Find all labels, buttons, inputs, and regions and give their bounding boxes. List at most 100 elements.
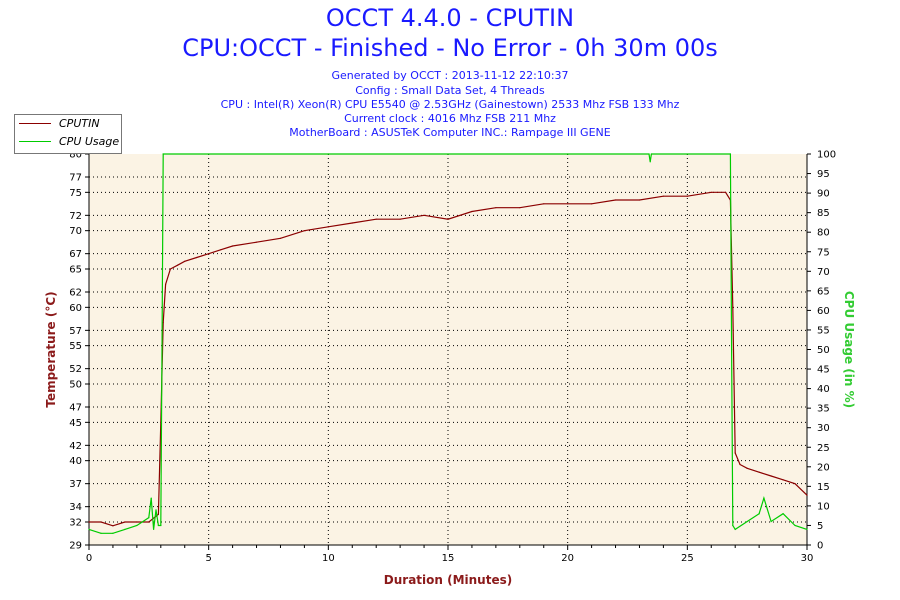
chart-title: OCCT 4.4.0 - CPUTIN: [325, 4, 575, 32]
data-point-cputin: [399, 218, 401, 220]
y-left-tick-label: 57: [69, 326, 82, 337]
data-point-cputin: [567, 203, 569, 205]
data-point-cputin: [591, 203, 593, 205]
x-tick-label: 10: [322, 553, 335, 564]
y-right-tick-label: 25: [817, 443, 830, 454]
data-point-cputin: [758, 471, 760, 473]
data-point-cputin: [136, 521, 138, 523]
data-point-cpu-usage: [648, 153, 650, 155]
data-point-cputin: [423, 214, 425, 216]
y-right-tick-label: 80: [817, 228, 830, 239]
data-point-cpu-usage: [88, 528, 90, 530]
data-point-cputin: [184, 260, 186, 262]
y-right-tick-label: 40: [817, 384, 830, 395]
y-right-tick-label: 20: [817, 462, 830, 473]
data-point-cpu-usage: [153, 528, 155, 530]
data-point-cputin: [220, 249, 222, 251]
info-clock: Current clock : 4016 Mhz FSB 211 Mhz: [344, 112, 556, 125]
x-axis-title: Duration (Minutes): [384, 573, 512, 587]
data-point-cputin: [732, 306, 734, 308]
data-point-cpu-usage: [155, 509, 157, 511]
y-right-tick-label: 45: [817, 365, 830, 376]
y-right-tick-label: 75: [817, 247, 830, 258]
data-point-cputin: [303, 230, 305, 232]
y-right-tick-label: 85: [817, 208, 830, 219]
y-left-tick-label: 80: [69, 150, 82, 161]
x-tick-label: 30: [801, 553, 814, 564]
y-right-tick-label: 35: [817, 404, 830, 415]
info-cpu: CPU : Intel(R) Xeon(R) CPU E5540 @ 2.53G…: [220, 98, 680, 111]
info-generated: Generated by OCCT : 2013-11-12 22:10:37: [331, 69, 569, 82]
data-point-cpu-usage: [649, 161, 651, 163]
y-left-tick-label: 32: [69, 518, 82, 529]
data-point-cpu-usage: [729, 153, 732, 155]
y-right-tick-label: 100: [817, 150, 836, 161]
legend-swatch-cputin: [19, 123, 51, 124]
data-point-cpu-usage: [162, 153, 164, 155]
data-point-cpu-usage: [770, 520, 772, 523]
y-right-tick-label: 70: [817, 267, 830, 278]
data-point-cputin: [169, 268, 171, 270]
data-point-cpu-usage: [160, 524, 162, 527]
data-point-cpu-usage: [567, 153, 569, 155]
data-point-cputin: [157, 513, 160, 515]
y-left-tick-label: 62: [69, 288, 82, 299]
y-right-tick-label: 5: [817, 521, 823, 532]
y-right-tick-label: 95: [817, 169, 830, 180]
data-point-cputin: [176, 264, 179, 266]
data-point-cputin: [279, 237, 282, 239]
data-point-cputin: [327, 226, 329, 228]
x-tick-label: 15: [442, 553, 455, 564]
y-left-tick-label: 65: [69, 265, 82, 276]
x-tick-label: 20: [561, 553, 574, 564]
legend: CPUTIN CPU Usage: [14, 114, 122, 154]
y-left-tick-label: 40: [69, 456, 82, 467]
data-point-cpu-usage: [327, 153, 329, 155]
data-point-cputin: [806, 494, 808, 496]
y-right-tick-label: 65: [817, 286, 830, 297]
data-point-cputin: [782, 479, 784, 481]
legend-label-cputin: CPUTIN: [59, 117, 100, 130]
y-right-tick-label: 90: [817, 189, 830, 200]
y-right-tick-label: 50: [817, 345, 830, 356]
y-left-tick-label: 77: [69, 173, 82, 184]
y-right-tick-label: 55: [817, 325, 830, 336]
y-axis-left-title: Temperature (°C): [44, 291, 58, 407]
data-point-cpu-usage: [731, 348, 733, 351]
x-tick-label: 25: [681, 553, 694, 564]
y-right-tick-label: 60: [817, 306, 830, 317]
data-point-cpu-usage: [157, 524, 160, 527]
y-left-tick-label: 75: [69, 188, 82, 199]
data-point-cputin: [255, 241, 258, 243]
data-point-cputin: [124, 521, 126, 523]
data-point-cputin: [471, 210, 473, 213]
y-left-tick-label: 42: [69, 441, 82, 452]
data-point-cputin: [770, 475, 772, 477]
data-point-cpu-usage: [782, 513, 784, 515]
data-point-cputin: [232, 245, 234, 247]
y-left-tick-label: 45: [69, 418, 82, 429]
data-point-cputin: [746, 467, 748, 469]
data-point-cpu-usage: [806, 528, 808, 530]
data-point-cputin: [638, 199, 641, 201]
data-point-cputin: [725, 191, 727, 193]
data-point-cputin: [739, 463, 741, 466]
y-left-tick-label: 52: [69, 364, 82, 375]
y-right-tick-label: 30: [817, 423, 830, 434]
data-point-cputin: [375, 218, 377, 220]
data-point-cputin: [495, 207, 497, 209]
data-point-cputin: [794, 483, 796, 485]
data-point-cpu-usage: [763, 497, 765, 499]
data-point-cputin: [148, 521, 150, 523]
data-point-cpu-usage: [650, 153, 653, 155]
series-line-cputin: [89, 191, 808, 527]
data-point-cputin: [447, 218, 449, 220]
x-tick-label: 0: [86, 553, 92, 564]
data-point-cputin: [686, 195, 688, 197]
data-point-cputin: [710, 191, 712, 193]
data-point-cputin: [614, 199, 617, 201]
y-left-tick-label: 47: [69, 403, 82, 414]
data-point-cpu-usage: [732, 524, 734, 527]
y-left-tick-label: 50: [69, 380, 82, 391]
